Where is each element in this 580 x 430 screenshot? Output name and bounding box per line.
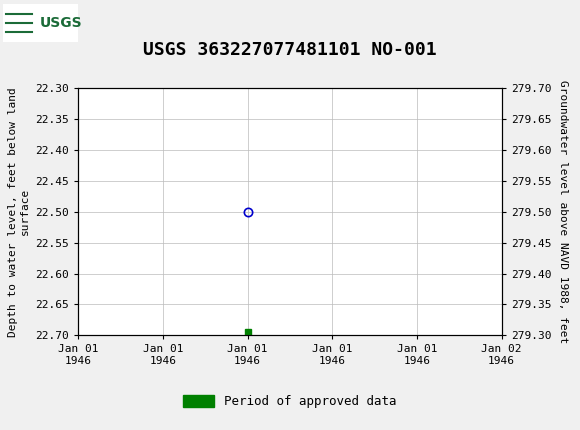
Legend: Period of approved data: Period of approved data <box>178 390 402 413</box>
Text: USGS 363227077481101 NO-001: USGS 363227077481101 NO-001 <box>143 41 437 59</box>
Text: USGS: USGS <box>39 15 82 30</box>
Y-axis label: Groundwater level above NAVD 1988, feet: Groundwater level above NAVD 1988, feet <box>558 80 568 344</box>
FancyBboxPatch shape <box>3 3 78 42</box>
Y-axis label: Depth to water level, feet below land
surface: Depth to water level, feet below land su… <box>8 87 30 337</box>
